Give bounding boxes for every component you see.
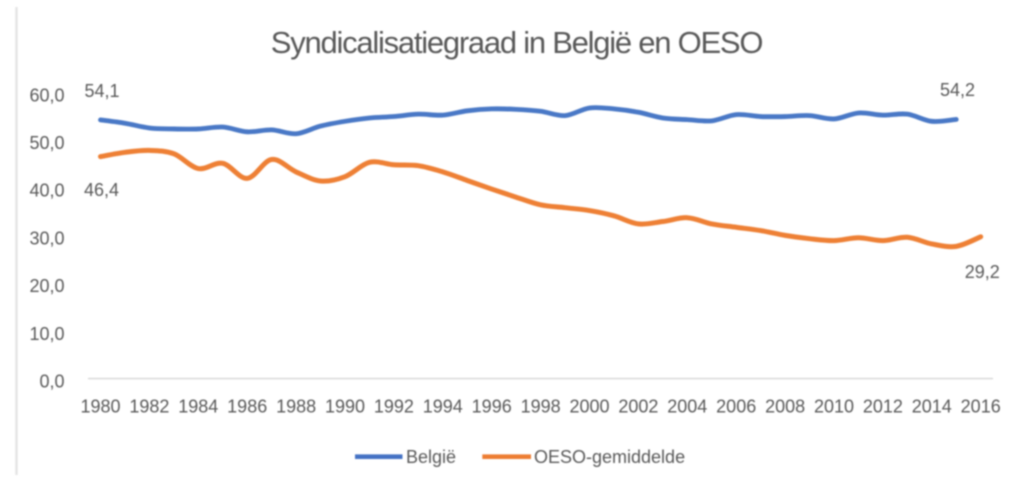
svg-text:29,2: 29,2 — [965, 262, 1000, 282]
svg-text:0,0: 0,0 — [39, 372, 64, 392]
svg-text:België: België — [406, 447, 456, 467]
svg-text:2006: 2006 — [716, 397, 756, 417]
svg-text:2016: 2016 — [961, 397, 1001, 417]
svg-text:1982: 1982 — [129, 397, 169, 417]
svg-text:2014: 2014 — [912, 397, 952, 417]
svg-text:10,0: 10,0 — [29, 324, 64, 344]
svg-text:1996: 1996 — [472, 397, 512, 417]
svg-text:54,1: 54,1 — [84, 81, 119, 101]
svg-text:54,2: 54,2 — [940, 80, 975, 100]
svg-text:20,0: 20,0 — [29, 276, 64, 296]
svg-text:2012: 2012 — [863, 397, 903, 417]
svg-text:1990: 1990 — [325, 397, 365, 417]
svg-text:2002: 2002 — [618, 397, 658, 417]
svg-text:46,4: 46,4 — [84, 180, 119, 200]
svg-text:2008: 2008 — [765, 397, 805, 417]
svg-text:OESO-gemiddelde: OESO-gemiddelde — [534, 447, 685, 467]
svg-text:50,0: 50,0 — [29, 133, 64, 153]
svg-text:60,0: 60,0 — [29, 85, 64, 105]
svg-text:2000: 2000 — [569, 397, 609, 417]
svg-text:1986: 1986 — [227, 397, 267, 417]
svg-text:1994: 1994 — [423, 397, 463, 417]
svg-text:2010: 2010 — [814, 397, 854, 417]
svg-text:1988: 1988 — [276, 397, 316, 417]
svg-text:30,0: 30,0 — [29, 228, 64, 248]
svg-text:1980: 1980 — [80, 397, 120, 417]
svg-text:2004: 2004 — [667, 397, 707, 417]
svg-text:1992: 1992 — [374, 397, 414, 417]
svg-text:40,0: 40,0 — [29, 181, 64, 201]
svg-text:1984: 1984 — [178, 397, 218, 417]
svg-text:Syndicalisatiegraad in België: Syndicalisatiegraad in België en OESO — [271, 25, 763, 60]
svg-text:1998: 1998 — [521, 397, 561, 417]
